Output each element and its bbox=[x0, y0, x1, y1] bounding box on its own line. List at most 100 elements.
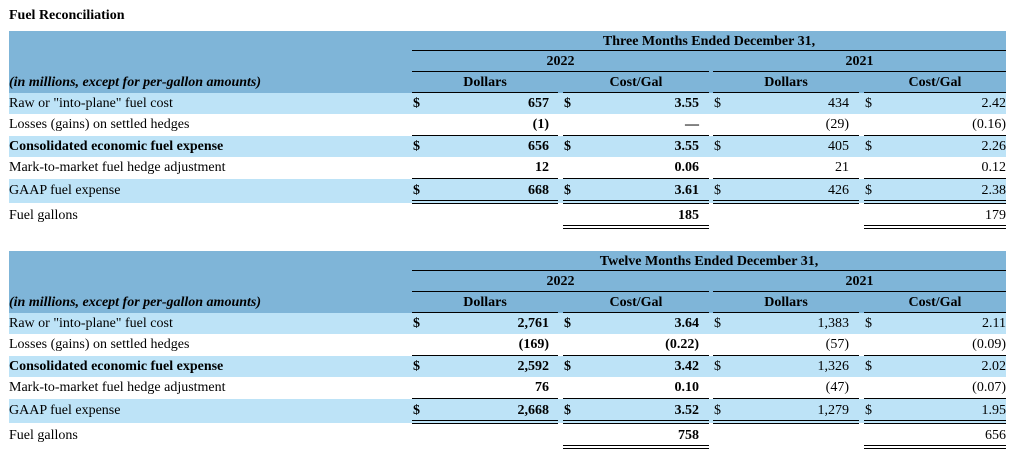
row-label: Mark-to-market fuel hedge adjustment bbox=[9, 380, 226, 395]
value-costgal-current: 3.55 bbox=[674, 139, 700, 154]
currency-symbol: $ bbox=[714, 316, 721, 331]
table-row: Raw or "into-plane" fuel cost $ 657 $ 3.… bbox=[9, 93, 1006, 114]
table-row: GAAP fuel expense $ 668 $ 3.61 $ 426 $ 2… bbox=[9, 179, 1006, 203]
col-costgal-prior: Cost/Gal bbox=[908, 295, 962, 310]
currency-symbol: $ bbox=[564, 359, 571, 374]
period-header: Twelve Months Ended December 31, bbox=[599, 254, 819, 269]
currency-symbol: $ bbox=[714, 96, 721, 111]
currency-symbol: $ bbox=[714, 183, 721, 198]
col-costgal-current: Cost/Gal bbox=[609, 295, 663, 310]
value-costgal-prior: 2.38 bbox=[981, 183, 1007, 198]
table-row: Consolidated economic fuel expense $ 656… bbox=[9, 136, 1006, 157]
currency-symbol: $ bbox=[413, 183, 420, 198]
col-dollars-current: Dollars bbox=[463, 295, 507, 310]
value-costgal-prior: 1.95 bbox=[981, 403, 1007, 418]
value-dollars-prior: 21 bbox=[835, 160, 849, 175]
row-label: GAAP fuel expense bbox=[9, 183, 121, 198]
row-label: Consolidated economic fuel expense bbox=[9, 359, 224, 374]
row-header-caption: (in millions, except for per-gallon amou… bbox=[9, 295, 262, 310]
currency-symbol: $ bbox=[564, 403, 571, 418]
currency-symbol: $ bbox=[865, 359, 872, 374]
value-costgal-current: 0.10 bbox=[674, 380, 700, 395]
year-current: 2022 bbox=[546, 54, 575, 69]
value-dollars-prior: (47) bbox=[825, 380, 849, 395]
value-dollars-current: 656 bbox=[528, 139, 549, 154]
value-costgal-current: (0.22) bbox=[665, 337, 699, 352]
table-row: Losses (gains) on settled hedges (169) (… bbox=[9, 334, 1006, 355]
period-header: Three Months Ended December 31, bbox=[602, 34, 816, 49]
value-costgal-prior: (0.16) bbox=[972, 117, 1006, 132]
table-row: Consolidated economic fuel expense $ 2,5… bbox=[9, 356, 1006, 377]
period-header-row: Twelve Months Ended December 31, bbox=[9, 251, 1006, 272]
currency-symbol: $ bbox=[714, 359, 721, 374]
value-costgal-prior: (0.09) bbox=[972, 337, 1006, 352]
currency-symbol: $ bbox=[865, 96, 872, 111]
value-dollars-current: 668 bbox=[528, 183, 549, 198]
year-header-row: 2022 2021 bbox=[9, 51, 1006, 72]
currency-symbol: $ bbox=[413, 139, 420, 154]
row-label: Fuel gallons bbox=[9, 428, 78, 443]
value-dollars-prior: 426 bbox=[828, 183, 849, 198]
value-dollars-prior: 1,383 bbox=[817, 316, 850, 331]
gallons-prior: 656 bbox=[985, 428, 1006, 443]
table-row: Raw or "into-plane" fuel cost $ 2,761 $ … bbox=[9, 313, 1006, 334]
table-row: GAAP fuel expense $ 2,668 $ 3.52 $ 1,279… bbox=[9, 399, 1006, 423]
row-label: Raw or "into-plane" fuel cost bbox=[9, 96, 173, 111]
gallons-current: 185 bbox=[678, 208, 699, 223]
currency-symbol: $ bbox=[564, 316, 571, 331]
currency-symbol: $ bbox=[865, 316, 872, 331]
value-dollars-prior: (29) bbox=[825, 117, 849, 132]
value-dollars-prior: 434 bbox=[828, 96, 849, 111]
currency-symbol: $ bbox=[865, 403, 872, 418]
value-dollars-prior: (57) bbox=[825, 337, 849, 352]
value-costgal-current: 3.61 bbox=[674, 183, 700, 198]
value-costgal-current: 3.64 bbox=[674, 316, 700, 331]
currency-symbol: $ bbox=[564, 96, 571, 111]
currency-symbol: $ bbox=[564, 139, 571, 154]
value-costgal-prior: 2.42 bbox=[981, 96, 1007, 111]
row-label: Consolidated economic fuel expense bbox=[9, 139, 224, 154]
currency-symbol: $ bbox=[865, 139, 872, 154]
col-costgal-prior: Cost/Gal bbox=[908, 75, 962, 90]
table-row: Mark-to-market fuel hedge adjustment 12 … bbox=[9, 157, 1006, 178]
gallons-current: 758 bbox=[678, 428, 699, 443]
value-dollars-current: 2,592 bbox=[517, 359, 550, 374]
gallons-row: Fuel gallons 758 656 bbox=[9, 425, 1006, 446]
currency-symbol: $ bbox=[865, 183, 872, 198]
value-costgal-prior: 0.12 bbox=[981, 160, 1007, 175]
col-dollars-prior: Dollars bbox=[764, 75, 808, 90]
year-header-row: 2022 2021 bbox=[9, 271, 1006, 292]
value-dollars-current: 12 bbox=[535, 160, 549, 175]
row-header-caption: (in millions, except for per-gallon amou… bbox=[9, 75, 262, 90]
year-prior: 2021 bbox=[845, 274, 874, 289]
year-prior: 2021 bbox=[845, 54, 874, 69]
col-costgal-current: Cost/Gal bbox=[609, 75, 663, 90]
value-costgal-prior: (0.07) bbox=[972, 380, 1006, 395]
table-row: Mark-to-market fuel hedge adjustment 76 … bbox=[9, 377, 1006, 398]
page-title: Fuel Reconciliation bbox=[9, 8, 125, 23]
table-row: Losses (gains) on settled hedges (1) — (… bbox=[9, 114, 1006, 135]
row-label: Losses (gains) on settled hedges bbox=[9, 117, 190, 132]
value-costgal-prior: 2.26 bbox=[981, 139, 1007, 154]
row-label: Mark-to-market fuel hedge adjustment bbox=[9, 160, 226, 175]
value-costgal-current: 3.42 bbox=[674, 359, 700, 374]
row-label: Raw or "into-plane" fuel cost bbox=[9, 316, 173, 331]
value-costgal-prior: 2.02 bbox=[981, 359, 1007, 374]
value-dollars-prior: 1,279 bbox=[817, 403, 850, 418]
value-dollars-current: 657 bbox=[528, 96, 549, 111]
year-current: 2022 bbox=[546, 274, 575, 289]
value-costgal-prior: 2.11 bbox=[982, 316, 1006, 331]
value-costgal-current: — bbox=[685, 117, 699, 132]
column-header-row: (in millions, except for per-gallon amou… bbox=[9, 292, 1006, 313]
column-header-row: (in millions, except for per-gallon amou… bbox=[9, 72, 1006, 93]
gallons-prior: 179 bbox=[985, 208, 1006, 223]
period-header-row: Three Months Ended December 31, bbox=[9, 31, 1006, 52]
currency-symbol: $ bbox=[413, 96, 420, 111]
currency-symbol: $ bbox=[714, 139, 721, 154]
currency-symbol: $ bbox=[413, 403, 420, 418]
value-dollars-current: (169) bbox=[518, 337, 549, 352]
value-dollars-prior: 405 bbox=[828, 139, 849, 154]
row-label: Losses (gains) on settled hedges bbox=[9, 337, 190, 352]
value-dollars-prior: 1,326 bbox=[817, 359, 850, 374]
currency-symbol: $ bbox=[714, 403, 721, 418]
